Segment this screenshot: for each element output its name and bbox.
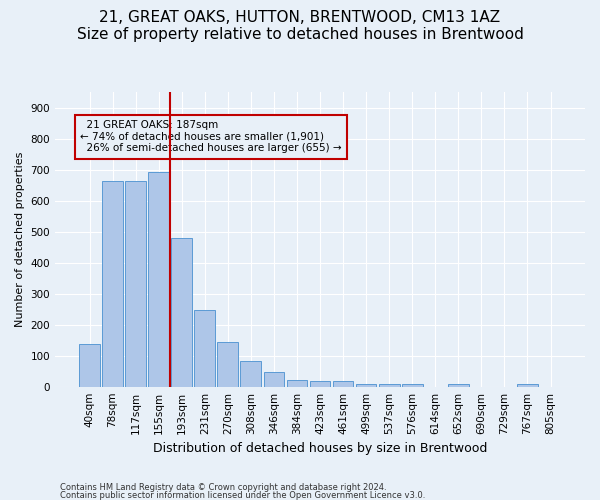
Bar bbox=[172, 238, 192, 386]
Bar bbox=[356, 384, 376, 386]
Y-axis label: Number of detached properties: Number of detached properties bbox=[15, 152, 25, 327]
Bar bbox=[217, 342, 238, 386]
Bar bbox=[125, 180, 146, 386]
Bar bbox=[448, 384, 469, 386]
Bar bbox=[102, 180, 123, 386]
Bar bbox=[263, 372, 284, 386]
X-axis label: Distribution of detached houses by size in Brentwood: Distribution of detached houses by size … bbox=[153, 442, 487, 455]
Text: Contains public sector information licensed under the Open Government Licence v3: Contains public sector information licen… bbox=[60, 490, 425, 500]
Bar bbox=[310, 382, 331, 386]
Bar bbox=[79, 344, 100, 387]
Bar bbox=[517, 384, 538, 386]
Bar bbox=[148, 172, 169, 386]
Bar bbox=[194, 310, 215, 386]
Text: 21 GREAT OAKS: 187sqm
← 74% of detached houses are smaller (1,901)
  26% of semi: 21 GREAT OAKS: 187sqm ← 74% of detached … bbox=[80, 120, 342, 154]
Text: Contains HM Land Registry data © Crown copyright and database right 2024.: Contains HM Land Registry data © Crown c… bbox=[60, 483, 386, 492]
Bar bbox=[287, 380, 307, 386]
Bar bbox=[402, 384, 422, 386]
Bar bbox=[379, 384, 400, 386]
Text: 21, GREAT OAKS, HUTTON, BRENTWOOD, CM13 1AZ
Size of property relative to detache: 21, GREAT OAKS, HUTTON, BRENTWOOD, CM13 … bbox=[77, 10, 523, 42]
Bar bbox=[241, 360, 261, 386]
Bar bbox=[332, 382, 353, 386]
